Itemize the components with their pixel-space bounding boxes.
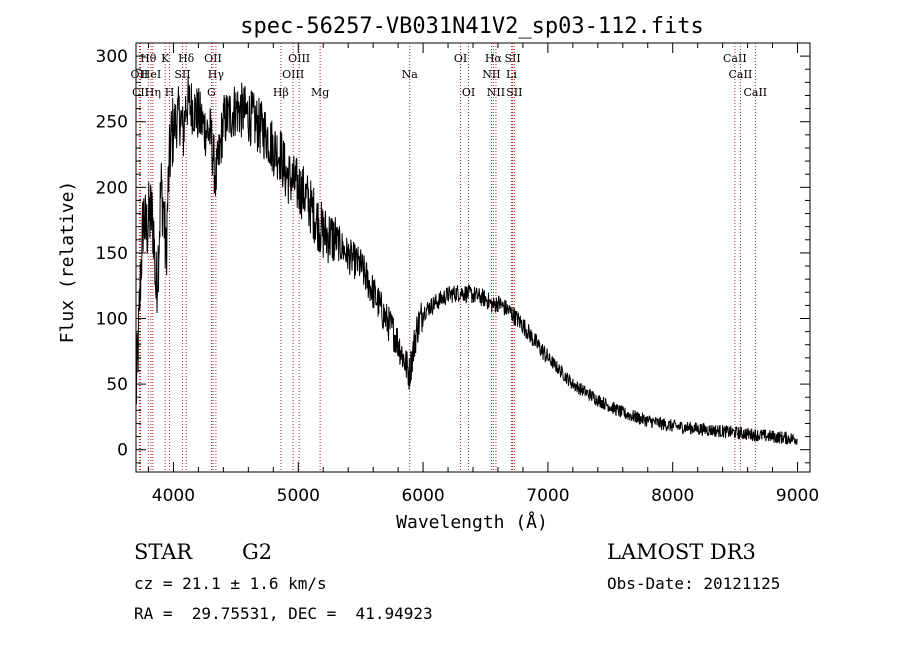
y-axis-label: Flux (relative) [57,181,78,344]
y-tick-label: 150 [96,244,128,264]
line-marker-label: SII [174,68,190,81]
line-marker-label: CaII [729,68,753,81]
line-marker-label: Hα [485,52,503,65]
line-marker-label: Na [402,68,419,81]
y-tick-label: 100 [96,310,128,330]
y-tick-label: 200 [96,178,128,198]
axes: 4000 5000 6000 7000 8000 9000 0 50 100 150 200 250 3… [96,43,819,506]
line-marker-label: G [207,86,216,99]
line-marker-label: OI [454,52,467,65]
line-marker-label: Hγ [208,68,225,81]
survey-name: LAMOST DR3 [607,540,756,564]
line-marker-label: OIII [288,52,310,65]
object-subclass: G2 [242,540,273,564]
line-marker-label: OI [462,86,475,99]
line-marker-label: SII [504,52,520,65]
x-tick-label: 8000 [651,486,694,506]
y-tick-label: 300 [96,47,128,67]
redshift-readout: cz = 21.1 ± 1.6 km/s [134,574,327,593]
x-tick-label: 4000 [152,486,195,506]
obs-date: Obs-Date: 20121125 [607,574,781,593]
line-marker-label: H [165,86,175,99]
x-tick-label: 6000 [401,486,444,506]
line-marker-label: NII [487,86,505,99]
x-tick-label: 5000 [277,486,320,506]
line-marker-label: OII [204,52,222,65]
line-marker-label: NII [482,68,500,81]
chart-title: spec-56257-VB031N41V2_sp03-112.fits [240,14,704,39]
line-marker-label: Hη [145,86,161,99]
line-marker-label: OII [131,68,149,81]
y-tick-label: 250 [96,113,128,133]
line-marker-label: Mg [311,86,329,99]
line-marker-label: Hδ [178,52,195,65]
line-marker-label: HeI [141,68,161,81]
spectrum-series [135,76,798,445]
spectrum-chart: spec-56257-VB031N41V2_sp03-112.fits Hθ OI… [57,14,819,533]
line-marker-label: CaII [723,52,747,65]
line-marker-label: K [161,52,170,65]
x-tick-label: 7000 [526,486,569,506]
spectrum-line [135,76,798,445]
line-marker-label: Hθ [140,52,157,65]
x-tick-label: 9000 [776,486,819,506]
line-marker-label: Hβ [273,86,289,99]
y-tick-label: 50 [106,375,128,395]
line-marker-label: CaII [743,86,767,99]
coordinates: RA = 29.75531, DEC = 41.94923 [134,604,433,623]
y-tick-label: 0 [117,441,128,461]
x-axis-label: Wavelength (Å) [396,511,548,533]
line-marker-label: Li [506,68,517,81]
object-class: STAR [134,540,193,564]
line-marker-label: OIII [282,68,304,81]
line-marker-label: SII [506,86,522,99]
